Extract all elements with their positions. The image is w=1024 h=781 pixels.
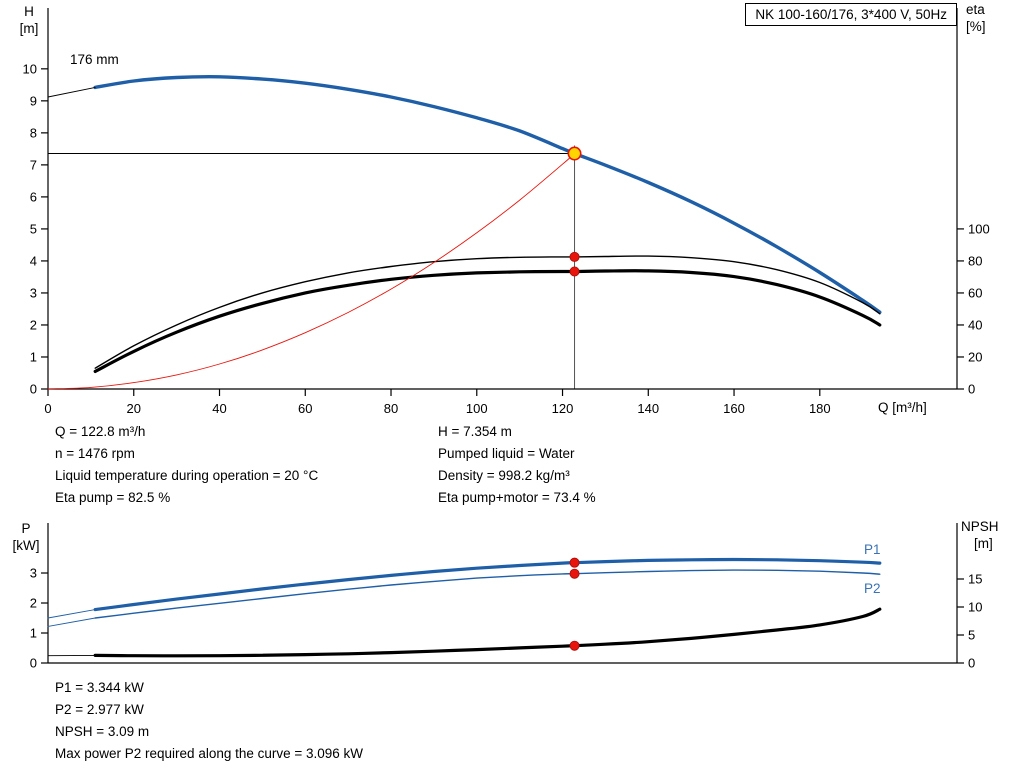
tick-label-right: 0	[968, 382, 975, 397]
curve-head-176mm	[93, 75, 882, 314]
tick-label-left: 3	[30, 285, 37, 300]
tick-label-left: 1	[30, 349, 37, 364]
tick-label-x: 20	[127, 401, 141, 416]
p2-curve-label: P2	[864, 581, 881, 596]
tick-label-right: 40	[968, 317, 982, 332]
eta-pump-point	[569, 251, 580, 262]
curve-npsh	[93, 607, 882, 658]
info-line-q: Q = 122.8 m³/h	[55, 424, 146, 439]
p-axis-symbol: P	[21, 521, 31, 536]
tick-label-left: 1	[30, 626, 37, 641]
p-axis-unit: [kW]	[12, 538, 40, 553]
eta-axis-title: eta [%]	[966, 1, 1010, 35]
tick-label-x: 40	[212, 401, 226, 416]
curve-head-lead	[47, 86, 96, 98]
tick-label-right: 20	[968, 349, 982, 364]
q-axis-title: Q [m³/h]	[878, 400, 927, 415]
tick-label-right: 100	[968, 221, 990, 236]
info-line-h: H = 7.354 m	[438, 424, 512, 439]
info-line-speed: n = 1476 rpm	[55, 446, 135, 461]
duty-point[interactable]	[567, 146, 582, 161]
tick-label-left: 9	[30, 93, 37, 108]
tick-label-left: 6	[30, 189, 37, 204]
info-line-temperature: Liquid temperature during operation = 20…	[55, 468, 319, 483]
p1-point	[569, 557, 580, 568]
tick-label-right: 0	[968, 656, 975, 671]
info-line-max-power: Max power P2 required along the curve = …	[55, 746, 364, 761]
curve-eta-pump-motor	[93, 269, 882, 373]
chart-power-npsh: 0 1 2 3 0 5 10 15	[30, 523, 982, 671]
tick-label-x: 120	[552, 401, 574, 416]
tick-label-left: 7	[30, 157, 37, 172]
info-line-eta-pump: Eta pump = 82.5 %	[55, 490, 171, 505]
p2-point	[569, 568, 580, 579]
tick-label-right: 5	[968, 628, 975, 643]
h-axis-title: H [m]	[12, 3, 46, 37]
info-line-liquid: Pumped liquid = Water	[438, 446, 575, 461]
eta-pump-motor-point	[569, 266, 580, 277]
tick-label-x: 0	[44, 401, 51, 416]
h-axis-unit: [m]	[19, 21, 39, 36]
tick-label-left: 5	[30, 221, 37, 236]
tick-label-x: 180	[809, 401, 831, 416]
info-line-density: Density = 998.2 kg/m³	[438, 468, 570, 483]
tick-label-left: 0	[30, 382, 37, 397]
eta-axis-symbol: eta	[966, 2, 985, 17]
tick-label-left: 4	[30, 253, 37, 268]
tick-label-right: 10	[968, 600, 982, 615]
eta-axis-unit: [%]	[966, 19, 986, 34]
h-axis-symbol: H	[24, 4, 34, 19]
info-line-p2: P2 = 2.977 kW	[55, 702, 144, 717]
tick-label-right: 80	[968, 253, 982, 268]
duty-info-right-column: H = 7.354 m Pumped liquid = Water Densit…	[438, 421, 596, 509]
curve-p1	[93, 557, 882, 612]
npsh-axis-title: NPSH [m]	[961, 518, 1017, 552]
tick-label-x: 100	[466, 401, 488, 416]
tick-label-left: 0	[30, 656, 37, 671]
tick-label-left: 2	[30, 596, 37, 611]
curve-system-curve	[47, 153, 575, 390]
tick-label-left: 2	[30, 317, 37, 332]
npsh-point	[569, 640, 580, 651]
npsh-axis-unit: [m]	[974, 536, 993, 551]
impeller-diameter-label: 176 mm	[70, 52, 119, 67]
tick-label-left: 3	[30, 566, 37, 581]
tick-label-left: 10	[23, 61, 37, 76]
tick-label-right: 15	[968, 572, 982, 587]
duty-info-left-column: Q = 122.8 m³/h n = 1476 rpm Liquid tempe…	[55, 421, 318, 509]
tick-label-right: 60	[968, 285, 982, 300]
info-line-eta-pump-motor: Eta pump+motor = 73.4 %	[438, 490, 596, 505]
tick-label-left: 8	[30, 125, 37, 140]
power-info-block: P1 = 3.344 kW P2 = 2.977 kW NPSH = 3.09 …	[55, 677, 363, 765]
info-line-p1: P1 = 3.344 kW	[55, 680, 144, 695]
curve-p2-lead	[47, 617, 96, 627]
tick-label-x: 80	[384, 401, 398, 416]
tick-label-x: 60	[298, 401, 312, 416]
p1-curve-label: P1	[864, 542, 881, 557]
tick-label-x: 140	[637, 401, 659, 416]
chart-title-box: NK 100-160/176, 3*400 V, 50Hz	[745, 3, 957, 26]
info-line-npsh: NPSH = 3.09 m	[55, 724, 150, 739]
curve-p1-lead	[47, 609, 96, 619]
p-axis-title: P [kW]	[6, 520, 46, 554]
curve-p2	[94, 569, 881, 619]
curve-eta-pump	[94, 255, 881, 369]
npsh-axis-symbol: NPSH	[961, 519, 999, 534]
tick-label-x: 160	[723, 401, 745, 416]
